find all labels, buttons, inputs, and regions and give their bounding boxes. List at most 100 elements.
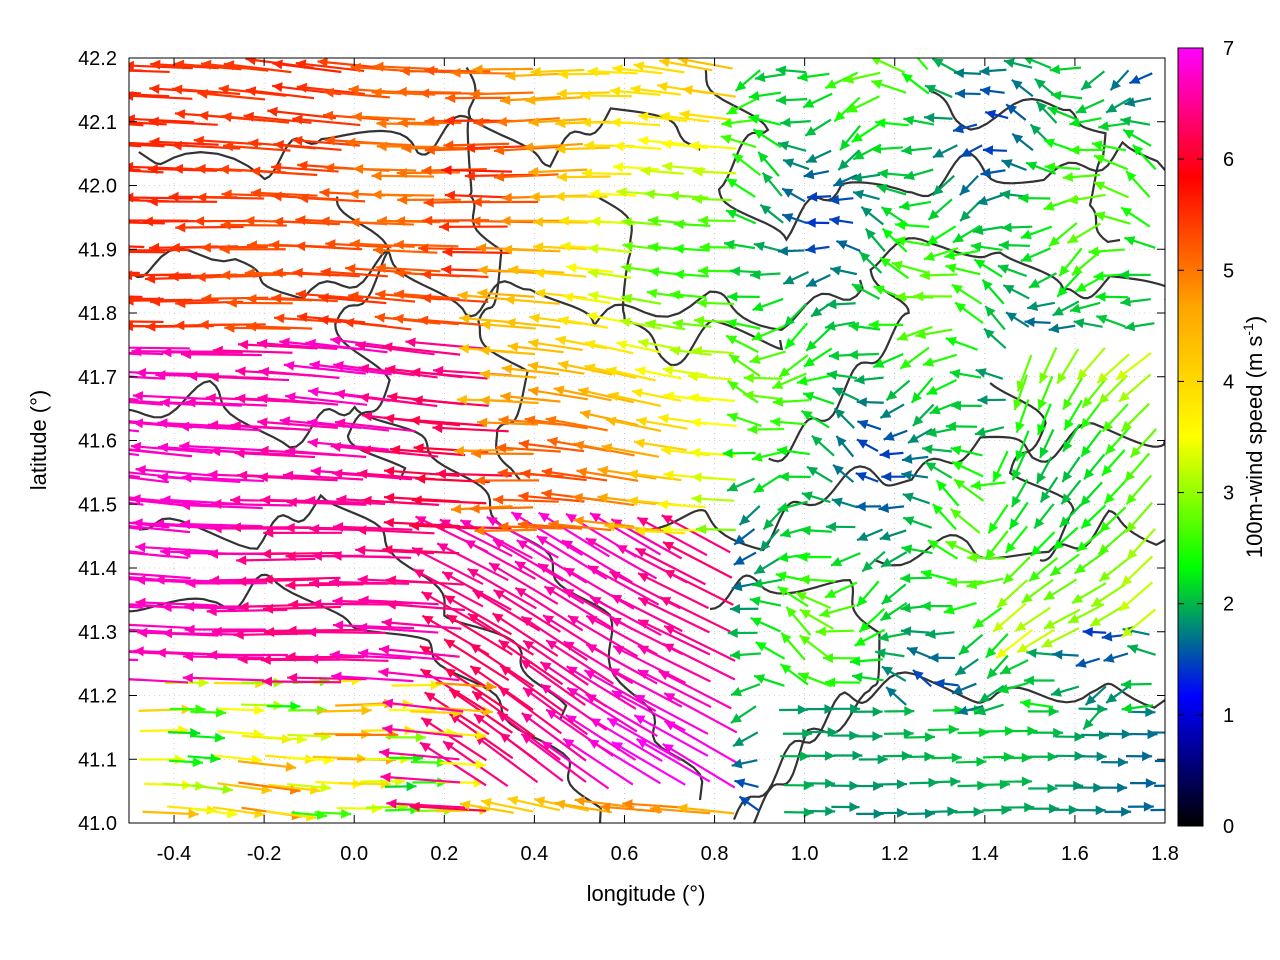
wind-vector xyxy=(1124,321,1155,332)
wind-vector xyxy=(587,243,632,254)
wind-vector-head xyxy=(1129,74,1141,84)
wind-vector-head xyxy=(1123,129,1135,139)
wind-vector-head xyxy=(472,64,483,75)
wind-vector xyxy=(752,297,784,312)
wind-vector-head xyxy=(966,579,978,590)
wind-vector-head xyxy=(56,622,66,632)
wind-vector-head xyxy=(1091,596,1103,607)
colorbar-tick-label: 6 xyxy=(1223,149,1234,171)
wind-vector-head xyxy=(805,243,816,254)
wind-vector-head xyxy=(928,652,939,663)
wind-vector-head xyxy=(72,86,82,96)
wind-vector-head xyxy=(662,161,673,172)
wind-vector-head xyxy=(272,82,283,93)
wind-vector xyxy=(825,677,861,688)
wind-vector xyxy=(949,508,981,534)
wind-vector-head xyxy=(218,84,230,95)
x-tick-label: 0.6 xyxy=(611,843,639,865)
wind-vector xyxy=(500,391,561,403)
wind-vector-shaft xyxy=(349,242,415,248)
wind-vector xyxy=(161,347,243,358)
wind-vector-head xyxy=(1088,246,1099,257)
wind-vector-head xyxy=(901,145,912,156)
wind-vector-head xyxy=(556,172,567,183)
wind-vector xyxy=(601,443,660,458)
wind-vector-head xyxy=(903,516,915,526)
wind-vector xyxy=(662,743,736,789)
wind-vector xyxy=(1004,525,1029,554)
wind-vector xyxy=(901,544,933,555)
wind-vector-shaft xyxy=(567,614,639,658)
wind-vector-shaft xyxy=(135,468,218,478)
wind-vector xyxy=(1118,373,1152,403)
wind-vector-shaft xyxy=(419,668,486,712)
wind-vector-head xyxy=(609,86,621,97)
wind-vector-shaft xyxy=(129,220,139,223)
wind-vector xyxy=(689,140,737,151)
wind-vector-head xyxy=(350,62,361,73)
wind-vector-head xyxy=(469,89,480,99)
wind-vector-head xyxy=(245,86,257,97)
wind-vector-head xyxy=(482,706,493,717)
wind-vector xyxy=(880,583,907,606)
wind-vector-head xyxy=(351,111,362,122)
wind-vector-head xyxy=(1103,653,1115,663)
wind-vector xyxy=(273,140,342,152)
wind-vector xyxy=(464,143,534,153)
wind-vector xyxy=(856,528,884,542)
wind-vector xyxy=(826,299,856,310)
wind-vector-head xyxy=(505,317,516,328)
wind-vector xyxy=(637,596,710,634)
wind-vector-head xyxy=(518,439,530,450)
wind-vector-head xyxy=(500,391,511,402)
wind-vector-head xyxy=(554,799,566,810)
wind-vector-shaft xyxy=(499,664,564,713)
wind-vector xyxy=(266,701,301,712)
wind-vector-head xyxy=(873,285,885,295)
wind-vector-head xyxy=(497,468,508,479)
wind-vector-shaft xyxy=(212,349,293,354)
wind-vector-head xyxy=(145,273,156,284)
wind-vector-head xyxy=(825,806,836,817)
wind-vector-head xyxy=(902,73,913,84)
wind-vector-shaft xyxy=(307,440,390,451)
wind-vector-head xyxy=(244,215,255,226)
wind-vector xyxy=(877,168,909,179)
wind-vector-head xyxy=(600,802,611,813)
wind-vector-head xyxy=(558,69,568,80)
wind-vector-head xyxy=(780,664,792,674)
wind-vector-head xyxy=(379,747,390,758)
wind-vector-head xyxy=(210,446,221,457)
wind-vector-head xyxy=(527,361,539,372)
wind-vector-head xyxy=(246,293,257,304)
wind-vector-head xyxy=(1121,420,1133,432)
wind-vector-head xyxy=(1127,644,1139,654)
wind-vector-head xyxy=(486,517,498,527)
wind-vector xyxy=(557,69,610,80)
wind-vector xyxy=(256,338,338,351)
wind-vector-shaft xyxy=(175,225,244,229)
wind-vector-shaft xyxy=(334,420,416,433)
wind-vector-head xyxy=(541,467,553,478)
wind-vector-head xyxy=(81,394,91,404)
wind-vector-head xyxy=(660,524,671,535)
wind-vector-head xyxy=(1095,291,1106,302)
wind-vector-head xyxy=(1018,193,1029,204)
wind-vector-head xyxy=(797,375,808,386)
wind-vector-head xyxy=(397,117,408,128)
wind-vector-head xyxy=(825,79,837,89)
wind-vector-shaft xyxy=(236,557,316,562)
wind-vector xyxy=(720,134,757,149)
wind-vector-head xyxy=(501,364,513,374)
wind-vector-shaft xyxy=(622,802,685,809)
wind-vector-shaft xyxy=(258,369,340,379)
wind-vector-shaft xyxy=(385,602,465,612)
wind-vector-head xyxy=(263,603,274,614)
wind-vector-shaft xyxy=(129,352,141,356)
wind-vector xyxy=(808,727,838,738)
wind-vector-shaft xyxy=(129,93,170,98)
wind-vector-head xyxy=(155,370,166,381)
wind-vector xyxy=(129,352,141,356)
wind-vector xyxy=(345,137,410,148)
wind-vector-shaft xyxy=(382,727,463,738)
